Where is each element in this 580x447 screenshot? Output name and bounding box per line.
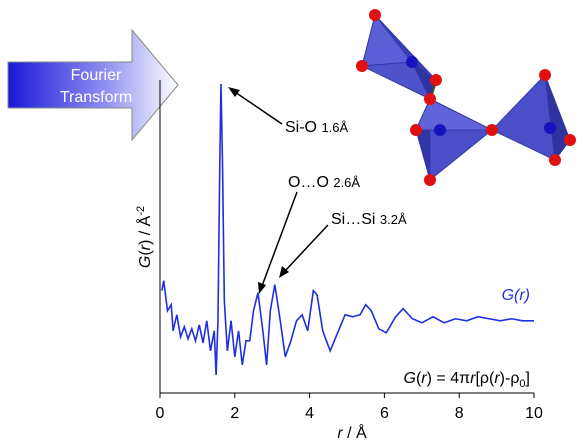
annotation: O…O 2.6Å: [288, 174, 360, 191]
annotation: Si…Si 3.2Å: [331, 211, 407, 228]
x-tick-label: 10: [525, 405, 543, 422]
legend-label: G(r): [502, 287, 530, 304]
x-tick-label: 8: [455, 405, 464, 422]
x-tick-label: 4: [305, 405, 314, 422]
x-axis-label: r / Å: [337, 423, 367, 442]
annotation: Si-O 1.6Å: [285, 119, 349, 136]
fourier-label: Transform: [60, 89, 132, 106]
fourier-label: Fourier: [71, 67, 122, 84]
annotations: Si-O 1.6Å O…O 2.6Å Si…Si 3.2Å: [228, 87, 407, 294]
x-tick-label: 2: [230, 405, 239, 422]
x-tick-label: 0: [156, 405, 165, 422]
x-tick-label: 6: [380, 405, 389, 422]
atoms: [356, 9, 576, 186]
formula: G(r) = 4πr[ρ(r)-ρ0]: [404, 370, 530, 390]
molecule: [360, 13, 571, 182]
series-line: [161, 83, 534, 375]
fourier-arrow: [7, 28, 179, 142]
y-axis-label: G(r) / Å-2: [135, 206, 154, 268]
